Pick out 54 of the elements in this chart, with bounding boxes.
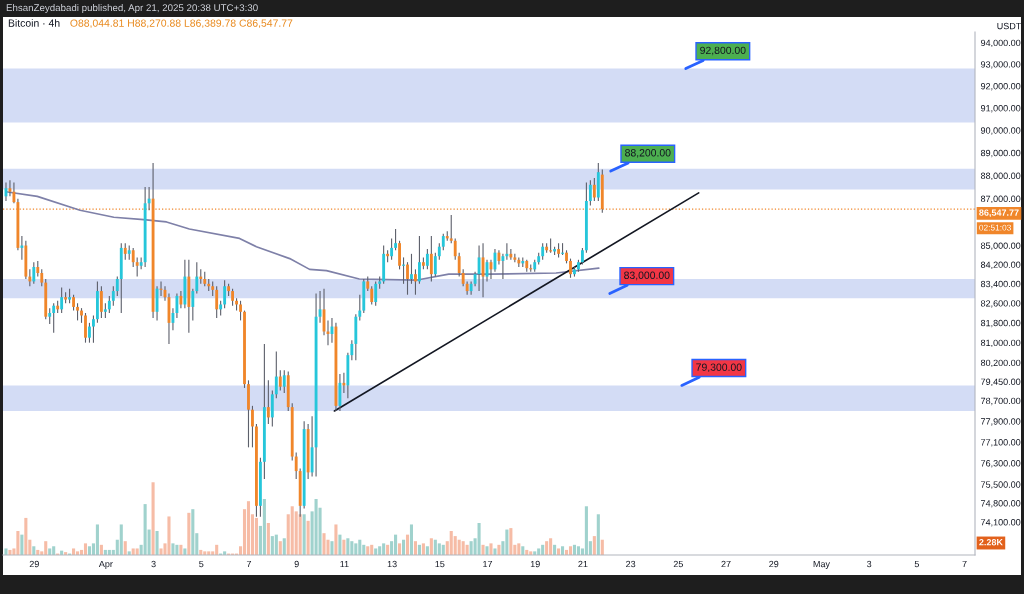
y-tick-label: 88,000.00 (980, 172, 1021, 181)
y-tick-label: 90,000.00 (980, 127, 1021, 135)
x-tick-label: 3 (866, 560, 872, 568)
ref-line-label: 86,547.77 (979, 209, 1019, 218)
y-tick-label: 76,300.00 (981, 460, 1021, 468)
y-tick-label: 89,000.00 (980, 149, 1021, 158)
y-tick-label: 83,400.00 (980, 280, 1021, 289)
text: 2.28K (979, 539, 1003, 546)
x-tick-label: 27 (721, 560, 731, 568)
chart-title: Bitcoin · 4h (8, 19, 60, 27)
annotation: 83,000.00 (624, 271, 670, 281)
y-tick-label: 84,200.00 (980, 261, 1021, 270)
x-tick-label: 19 (530, 560, 540, 568)
x-tick-label: 23 (626, 560, 636, 568)
chart-subtitle: O88,044.81 H88,270.88 L86,389.78 C86,547.77 (70, 19, 293, 29)
y-tick-label: 81,000.00 (980, 339, 1021, 348)
x-tick-label: 29 (29, 560, 39, 568)
x-tick-label: Apr (98, 560, 113, 569)
x-tick-label: 5 (914, 560, 919, 568)
y-tick-label: 77,900.00 (981, 418, 1021, 426)
y-tick-label: 77,100.00 (981, 439, 1021, 447)
y-tick-label: 91,000.00 (980, 105, 1021, 113)
y-tick-label: 78,700.00 (981, 397, 1021, 406)
x-tick-label: 25 (673, 560, 683, 568)
y-tick-label: 81,800.00 (980, 319, 1021, 328)
text: EhsanZeydabadi published, Apr 21, 2025 20:38 UTC+3:30 (6, 3, 258, 14)
x-tick-label: 7 (962, 560, 967, 568)
x-tick-label: 7 (246, 560, 252, 568)
y-axis-title: USDT (997, 22, 1022, 30)
annotation: 92,800.00 (700, 46, 746, 56)
x-tick-label: 9 (294, 560, 299, 568)
x-tick-label: 11 (340, 560, 349, 568)
x-tick-label: 21 (578, 560, 588, 568)
y-tick-label: 85,000.00 (980, 242, 1021, 250)
x-tick-label: 15 (435, 560, 445, 568)
y-tick-label: 93,000.00 (980, 61, 1021, 69)
y-tick-label: 79,450.00 (981, 378, 1021, 387)
x-tick-label: May (813, 560, 830, 569)
annotation: 88,200.00 (625, 149, 671, 158)
y-tick-label: 74,100.00 (981, 519, 1021, 527)
y-tick-label: 94,000.00 (980, 39, 1021, 48)
y-tick-label: 74,800.00 (981, 500, 1021, 508)
x-tick-label: 29 (769, 560, 779, 568)
x-tick-label: 13 (387, 560, 397, 568)
y-tick-label: 80,200.00 (980, 359, 1021, 368)
y-tick-label: 82,600.00 (980, 300, 1021, 308)
y-tick-label: 92,000.00 (980, 83, 1021, 91)
x-tick-label: 3 (151, 560, 156, 568)
y-tick-label: 87,000.00 (980, 195, 1021, 204)
annotation: 79,300.00 (696, 363, 742, 373)
x-tick-label: 17 (483, 560, 493, 568)
x-tick-label: 5 (199, 560, 204, 568)
text: 02:51:03 (979, 224, 1011, 231)
y-tick-label: 75,500.00 (981, 481, 1021, 489)
